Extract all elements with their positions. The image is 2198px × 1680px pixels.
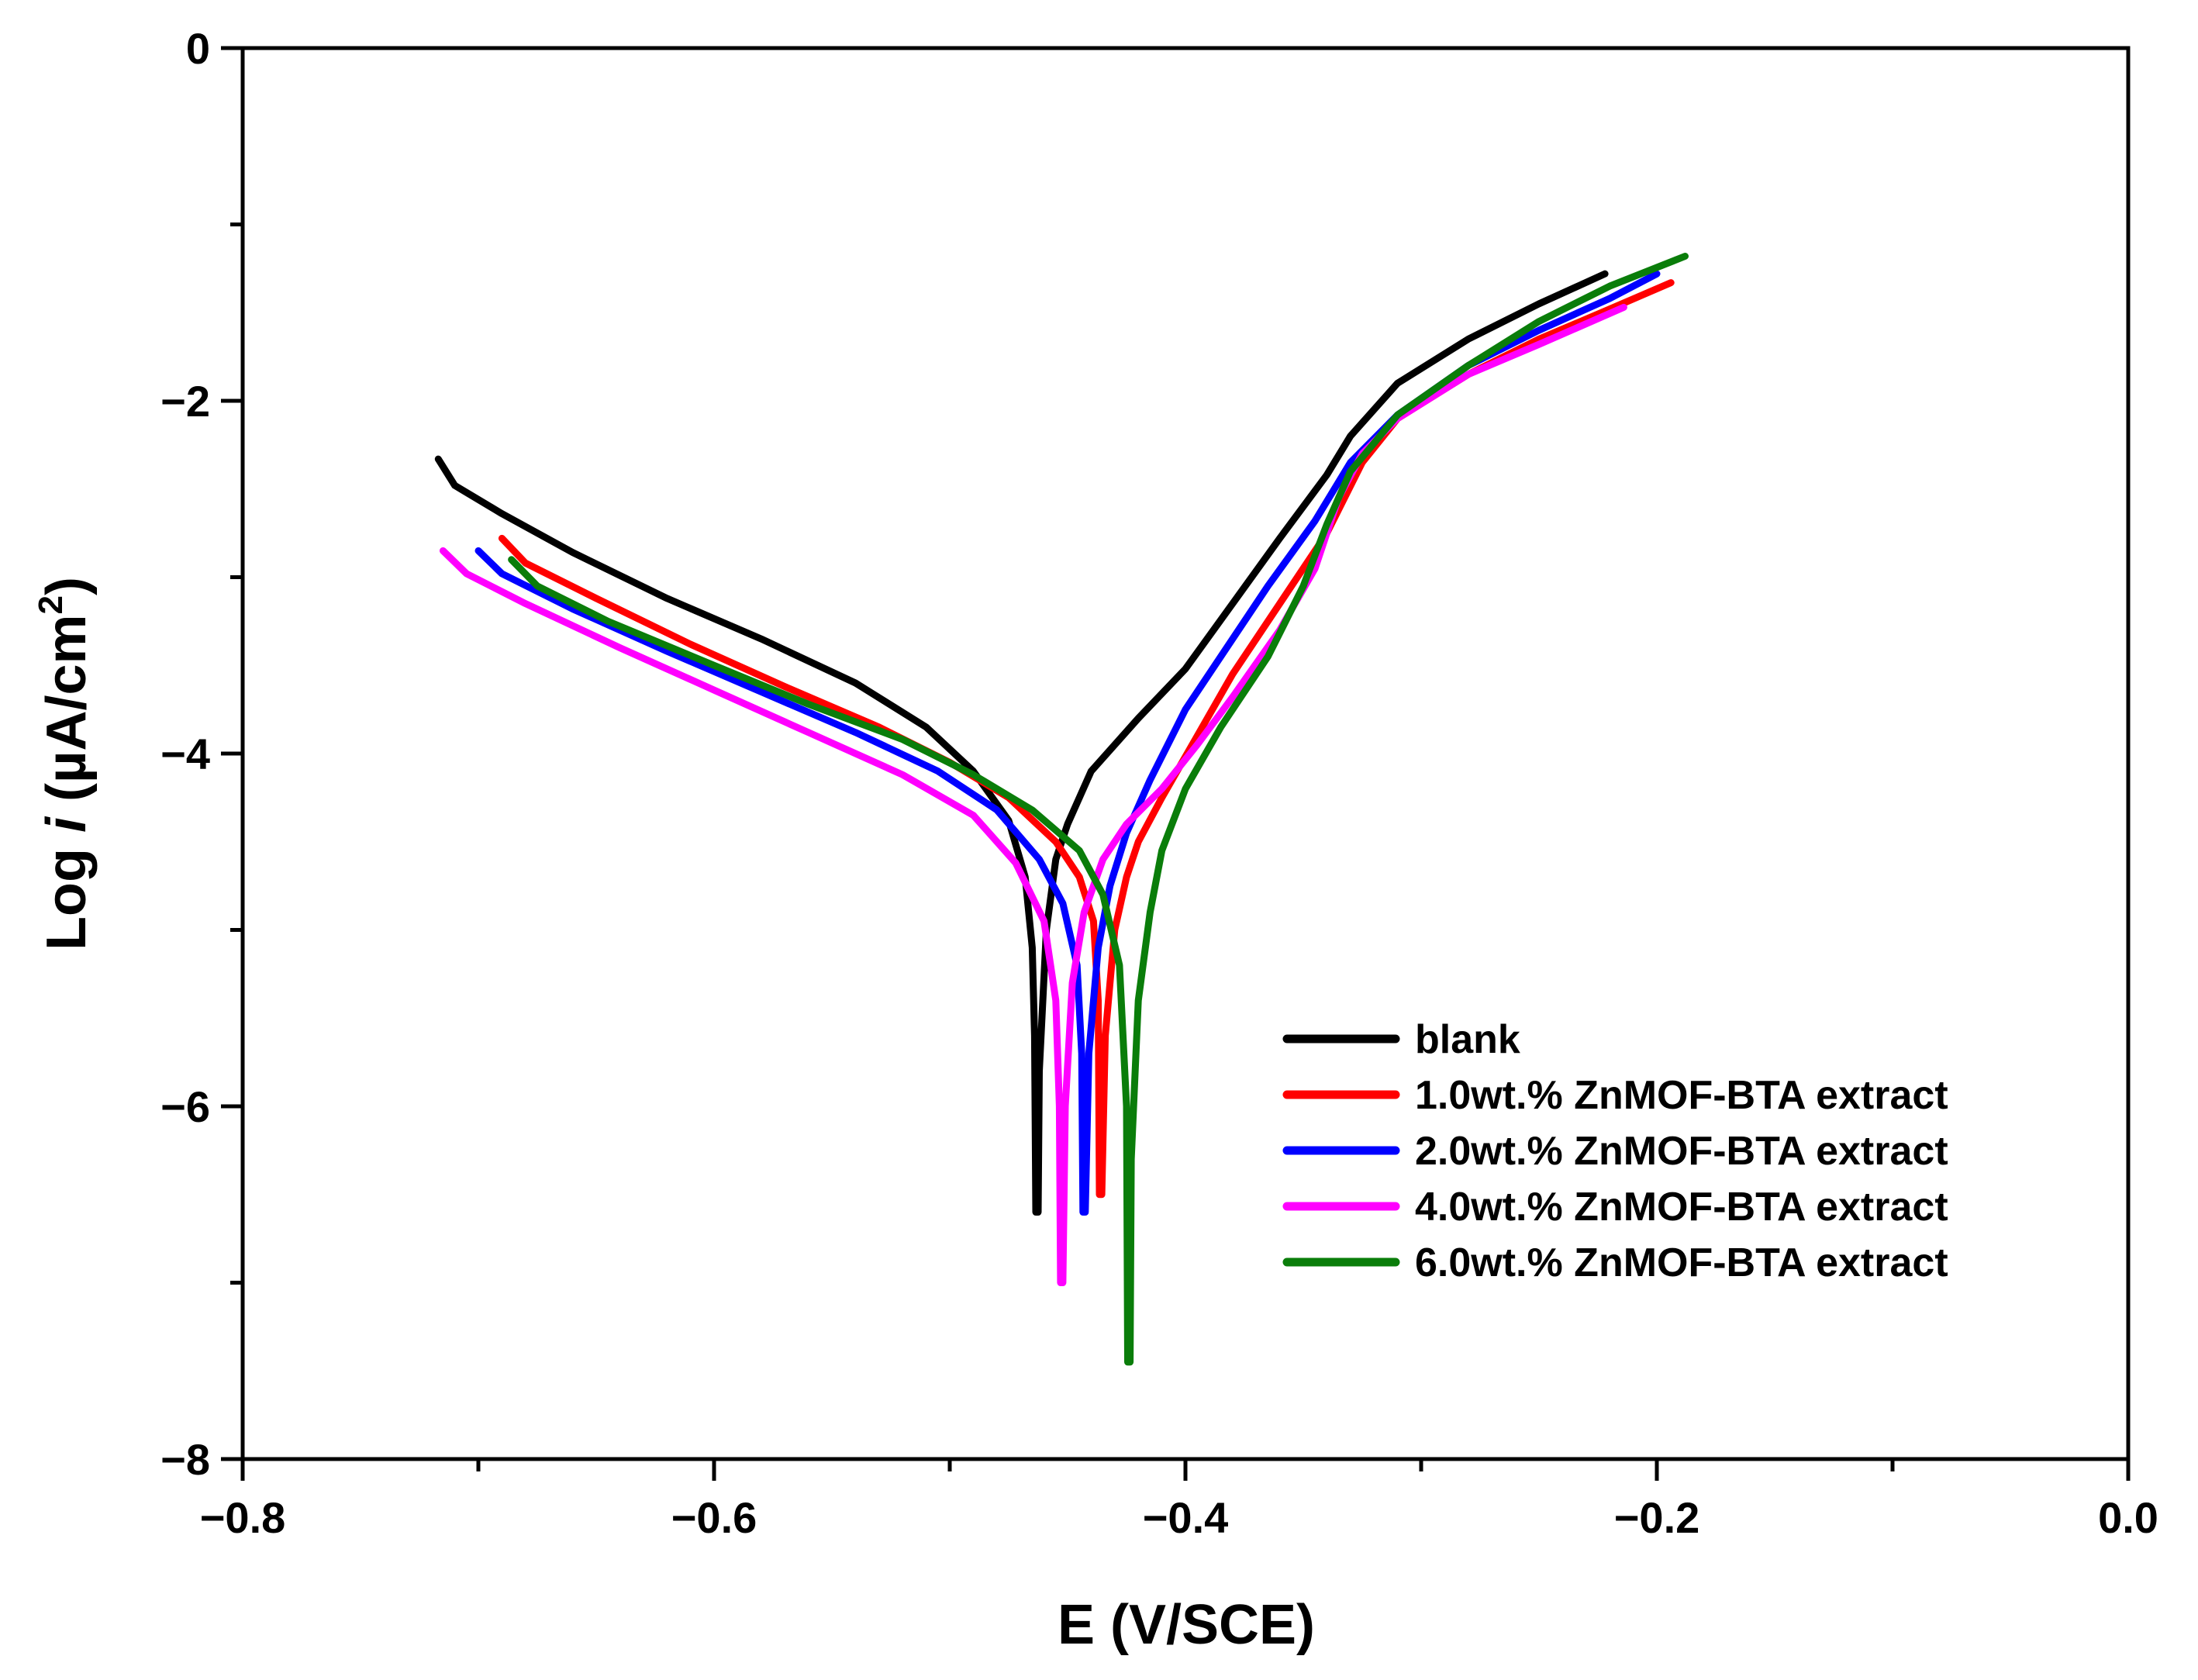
legend-label-4: 4.0wt.% ZnMOF-BTA extract	[1415, 1185, 1948, 1230]
y-tick-label: 0	[186, 24, 210, 73]
y-tick-label: −2	[160, 377, 210, 426]
x-tick-label: 0.0	[2098, 1493, 2158, 1542]
legend: blank 1.0wt.% ZnMOF-BTA extract 2.0wt.% Zn…	[1282, 1017, 1948, 1285]
x-tick-label: −0.8	[200, 1493, 286, 1542]
legend-label-2: 1.0wt.% ZnMOF-BTA extract	[1415, 1073, 1948, 1118]
x-tick-label: −0.6	[671, 1493, 757, 1542]
series-group	[434, 253, 1689, 1366]
x-tick-label: −0.4	[1143, 1493, 1229, 1542]
y-axis-title-prefix: Log	[36, 833, 98, 950]
y-axis-title-unit: (µA/cm	[36, 614, 98, 817]
x-tick-label: −0.2	[1614, 1493, 1700, 1542]
x-axis-title: E (V/SCE)	[1058, 1594, 1315, 1656]
series-line-1	[434, 270, 1609, 1216]
series-line-5	[508, 253, 1689, 1366]
y-axis-title-italic: i	[36, 816, 98, 833]
y-axis-title-close: )	[36, 577, 98, 595]
legend-label-3: 2.0wt.% ZnMOF-BTA extract	[1415, 1129, 1948, 1174]
x-axis-ticks: −0.8 −0.6 −0.4 −0.2 0.0	[200, 1459, 2158, 1542]
y-tick-label: −6	[160, 1082, 210, 1131]
legend-label-1: blank	[1415, 1017, 1520, 1062]
y-axis-title-sup: 2	[32, 595, 70, 614]
y-tick-label: −4	[160, 730, 210, 778]
y-tick-label: −8	[160, 1435, 210, 1484]
legend-label-5: 6.0wt.% ZnMOF-BTA extract	[1415, 1240, 1948, 1285]
y-axis-ticks: 0 −2 −4 −6 −8	[160, 24, 243, 1484]
y-axis-title: Log i (µA/cm2)	[32, 577, 98, 950]
